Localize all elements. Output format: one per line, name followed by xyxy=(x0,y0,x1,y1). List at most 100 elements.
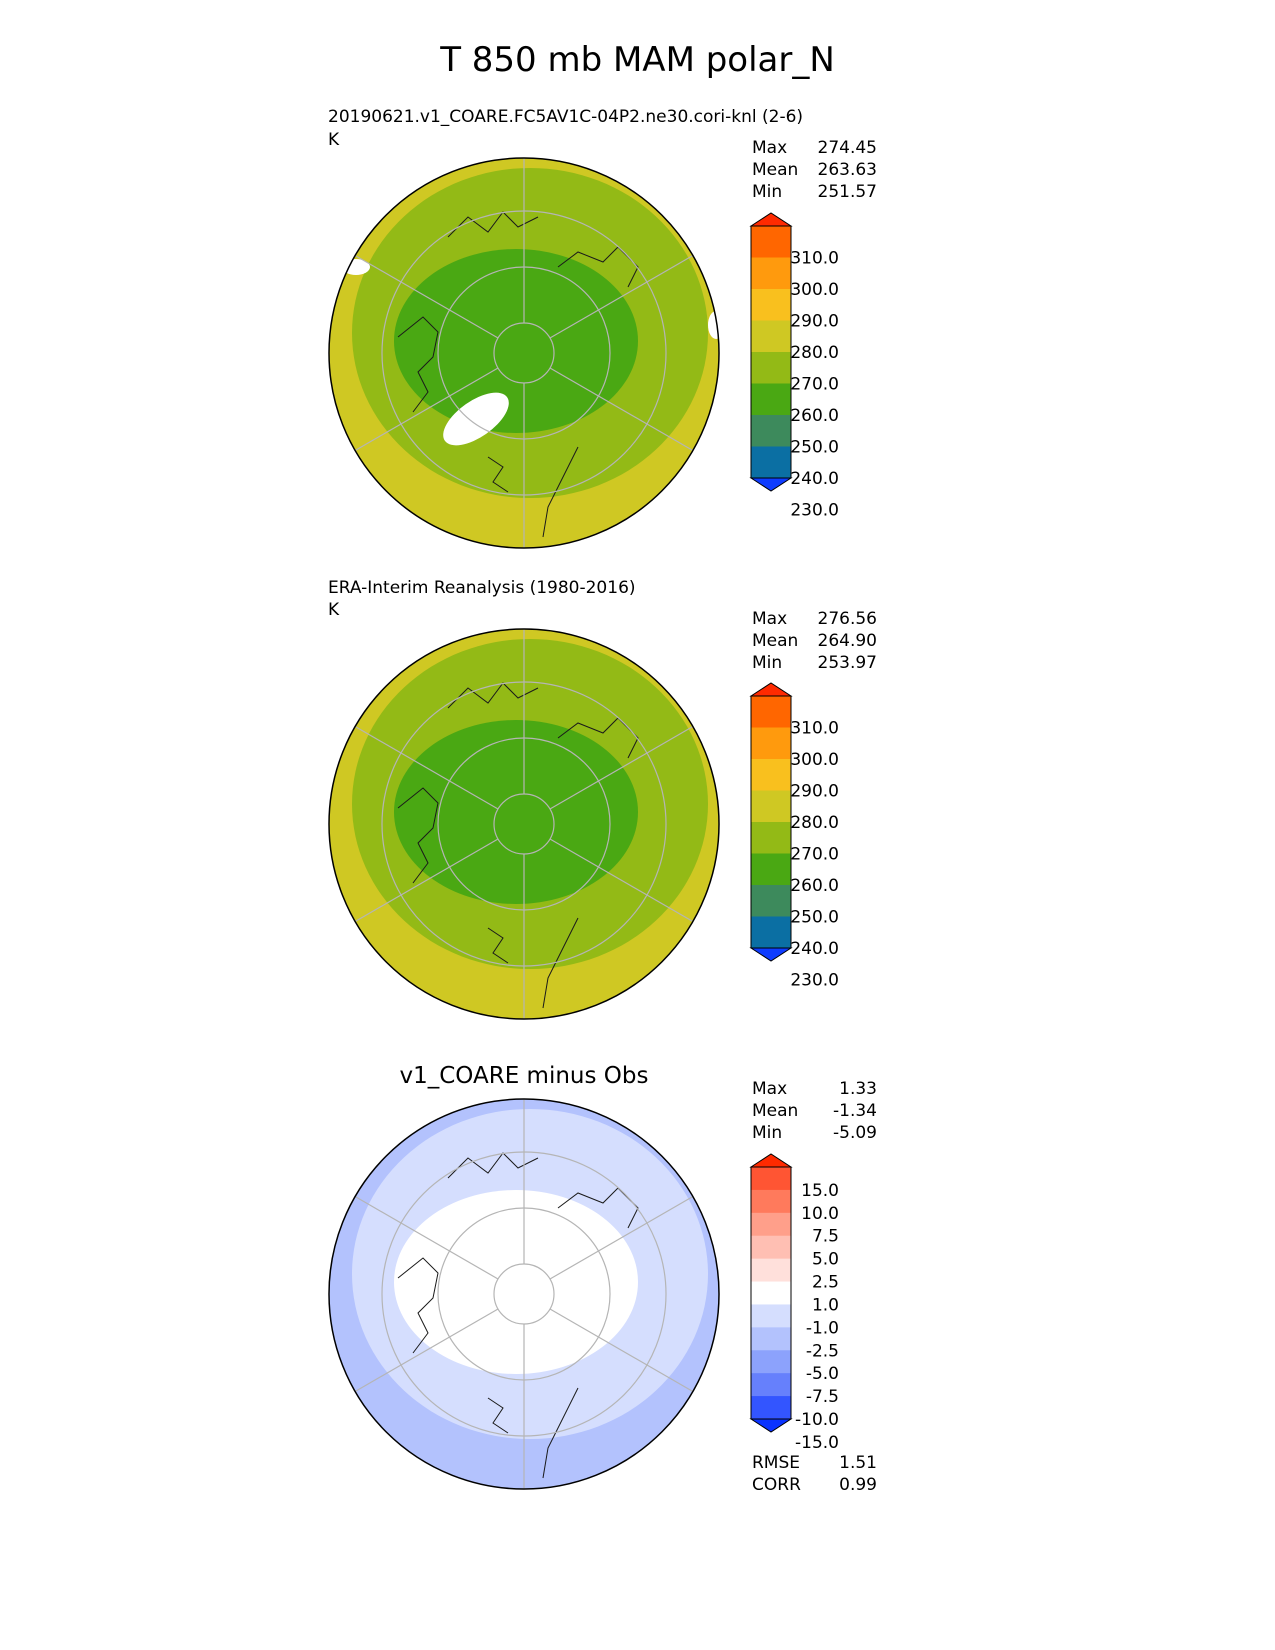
colorbar-segment xyxy=(751,1212,791,1237)
colorbar-extend-max xyxy=(749,682,793,697)
colorbar-tick-label: -2.5 xyxy=(806,1341,839,1361)
colorbar-tick-label: 310.0 xyxy=(790,719,839,739)
colorbar-segment xyxy=(751,1281,791,1305)
colorbar-tick-label: 300.0 xyxy=(790,280,839,300)
colorbar-frame xyxy=(750,225,792,479)
colorbar-segment xyxy=(751,446,791,479)
stat-value: -5.09 xyxy=(833,1123,877,1143)
colorbar-tick-label: 260.0 xyxy=(790,876,839,896)
stat-label: Max xyxy=(752,138,788,158)
colorbar-tick-label: 280.0 xyxy=(790,813,839,833)
coastline xyxy=(397,787,439,884)
colorbar-extend-max xyxy=(749,1153,793,1168)
coastline xyxy=(447,1152,539,1179)
colorbar-tick-label: -1.0 xyxy=(806,1318,839,1338)
masked-terrain xyxy=(708,311,719,339)
meridian-line xyxy=(549,838,694,923)
colorbar-tick-label: 250.0 xyxy=(790,438,839,458)
coastline xyxy=(487,927,509,964)
panel-1-polar-map xyxy=(328,157,720,549)
coastline xyxy=(487,456,509,493)
stat-value: -1.34 xyxy=(833,1101,877,1121)
coastline xyxy=(397,1257,439,1354)
colorbar-segment xyxy=(751,320,791,353)
metric-label: RMSE xyxy=(752,1453,801,1473)
panel-2-title: ERA-Interim Reanalysis (1980-2016) xyxy=(328,578,636,598)
polar-region xyxy=(394,249,638,433)
meridian-line xyxy=(549,1308,694,1393)
colorbar-segment xyxy=(751,759,791,791)
colorbar-segment xyxy=(751,1189,791,1214)
stat-value: 263.63 xyxy=(817,160,877,180)
stat-label: Mean xyxy=(752,160,799,180)
colorbar-segment xyxy=(751,822,791,854)
coastline xyxy=(557,246,639,288)
figure-title: T 850 mb MAM polar_N xyxy=(440,40,835,80)
colorbar-segment xyxy=(751,257,791,290)
colorbar-tick-label: 230.0 xyxy=(790,971,839,991)
colorbar-tick-label: 310.0 xyxy=(790,249,839,269)
colorbar-segment xyxy=(751,1304,791,1328)
coastline xyxy=(447,682,539,709)
metric-label: CORR xyxy=(752,1475,801,1495)
colorbar-segment xyxy=(751,1396,791,1420)
meridian-line xyxy=(549,367,694,452)
colorbar-segment xyxy=(751,226,791,258)
colorbar-segment xyxy=(751,696,791,728)
colorbar-frame xyxy=(750,1166,792,1420)
panel-3-stats: Max 1.33 Mean -1.34 Min -5.09 xyxy=(752,1078,877,1144)
colorbar-segment xyxy=(751,790,791,823)
stat-label: Min xyxy=(752,182,783,202)
coastline xyxy=(397,316,439,413)
coastline xyxy=(487,1397,509,1434)
meridian-line xyxy=(549,1195,694,1280)
stat-value: 264.90 xyxy=(817,631,877,651)
stat-label: Mean xyxy=(752,631,799,651)
stat-value: 1.33 xyxy=(839,1079,877,1099)
map-border xyxy=(328,1098,720,1490)
colorbar-tick-label: 1.0 xyxy=(812,1295,839,1315)
colorbar-tick-label: 240.0 xyxy=(790,939,839,959)
meridian-line xyxy=(354,1308,499,1393)
panel-1-colorbar: 310.0 300.0 290.0 280.0 270.0 260.0 250.0 240.0… xyxy=(749,212,839,521)
colorbar-extend-min xyxy=(749,477,793,492)
panel-3-difference-map xyxy=(328,1098,720,1490)
colorbar-extend-max xyxy=(749,212,793,227)
coastline xyxy=(447,211,539,238)
panel-1-stats: Max 274.45 Mean 263.63 Min 251.57 xyxy=(752,137,877,203)
panel-2-units: K xyxy=(328,600,340,620)
stat-label: Max xyxy=(752,1079,788,1099)
colorbar-tick-label: 250.0 xyxy=(790,908,839,928)
panel-2-polar-map xyxy=(328,628,720,1020)
panel-3-metrics: RMSE 1.51 CORR 0.99 xyxy=(752,1452,877,1496)
colorbar-tick-label: 7.5 xyxy=(812,1227,839,1247)
colorbar-tick-label: 300.0 xyxy=(790,750,839,770)
colorbar-tick-label: -7.5 xyxy=(806,1387,839,1407)
colorbar-segment xyxy=(751,1327,791,1351)
colorbar-tick-label: 2.5 xyxy=(812,1273,839,1293)
stat-value: 253.97 xyxy=(817,653,877,673)
colorbar-tick-label: 10.0 xyxy=(801,1204,839,1224)
colorbar-extend-min xyxy=(749,1418,793,1433)
meridian-line xyxy=(549,725,694,810)
colorbar-tick-label: 5.0 xyxy=(812,1250,839,1270)
meridian-line xyxy=(354,838,499,923)
colorbar-segment xyxy=(751,916,791,949)
stat-value: 251.57 xyxy=(817,182,877,202)
colorbar-tick-label: 240.0 xyxy=(790,469,839,489)
panel-1-units: K xyxy=(328,130,340,150)
colorbar-segment xyxy=(751,383,791,416)
colorbar-tick-label: 290.0 xyxy=(790,312,839,332)
colorbar-extend-min xyxy=(749,947,793,962)
colorbar-segment xyxy=(751,1350,791,1374)
colorbar-segment xyxy=(751,415,791,447)
polar-region xyxy=(394,1190,638,1374)
colorbar-tick-label: -5.0 xyxy=(806,1364,839,1384)
stat-value: 276.56 xyxy=(817,609,877,629)
colorbar-segment xyxy=(751,289,791,321)
masked-terrain xyxy=(443,392,509,446)
colorbar-frame xyxy=(750,695,792,949)
metric-value: 0.99 xyxy=(839,1475,877,1495)
colorbar-tick-label: -10.0 xyxy=(795,1410,839,1430)
meridian-line xyxy=(354,254,499,339)
